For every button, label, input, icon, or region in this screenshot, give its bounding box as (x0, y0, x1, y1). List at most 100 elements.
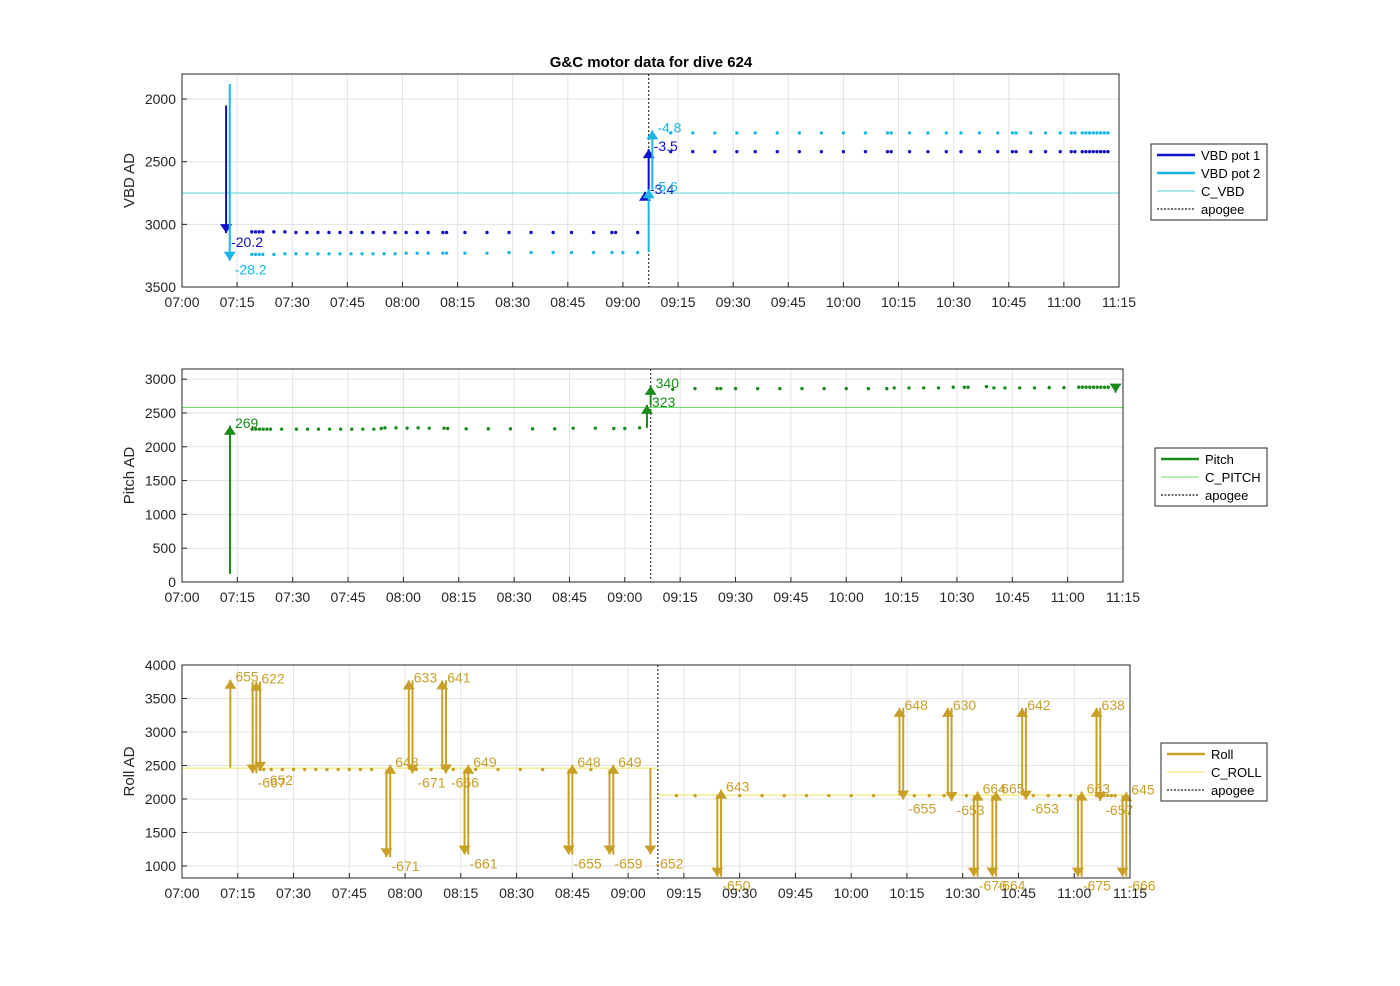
data-point (610, 230, 614, 235)
motor-move-label: 630 (953, 697, 977, 713)
panel-2: 269 323 340 07:00 07:15 07:30 07:45 08:00 08:15 0… (121, 368, 1268, 605)
data-point (1095, 149, 1099, 154)
motor-move-label: 648 (905, 697, 929, 713)
data-point (347, 767, 351, 772)
data-point (336, 767, 340, 772)
data-point (827, 793, 831, 798)
data-point (671, 387, 675, 391)
data-point (383, 426, 387, 430)
data-point (551, 250, 555, 255)
data-point (250, 230, 254, 234)
data-point (551, 230, 555, 235)
x-tick-label: 10:00 (834, 885, 869, 901)
data-point (508, 427, 513, 431)
x-tick-label: 09:15 (666, 885, 701, 901)
data-point (349, 230, 353, 235)
x-tick-label: 07:30 (275, 294, 310, 310)
motor-move-label: 643 (726, 779, 750, 795)
data-point (507, 230, 511, 235)
data-point (316, 427, 321, 431)
data-point (1102, 149, 1107, 154)
legend-label: VBD pot 2 (1201, 166, 1260, 181)
data-point (1087, 131, 1092, 135)
data-point (735, 131, 739, 135)
motor-move-arrowhead (462, 764, 475, 774)
data-point (1106, 149, 1110, 154)
x-tick-label: 08:15 (440, 294, 475, 310)
data-point (863, 131, 868, 135)
data-point (778, 386, 782, 391)
data-point (442, 426, 446, 430)
motor-move-arrowhead (406, 764, 419, 774)
data-point (1084, 149, 1088, 154)
data-point (797, 131, 802, 135)
x-tick-label: 07:00 (164, 589, 199, 605)
x-tick-label: 09:45 (778, 885, 813, 901)
x-tick-label: 08:15 (441, 589, 476, 605)
motor-move-arrowhead (971, 791, 984, 801)
data-point (755, 386, 760, 391)
data-point (257, 427, 262, 431)
data-point (444, 251, 449, 255)
y-tick-label: 2500 (145, 757, 176, 773)
data-point (936, 386, 941, 390)
x-tick-label: 08:00 (388, 885, 423, 901)
motor-move-label: 622 (261, 671, 285, 687)
data-point (1087, 149, 1092, 154)
data-point (473, 767, 478, 772)
x-tick-label: 11:00 (1047, 294, 1081, 310)
panel-1: -20.2 -3.4 -3.5 -28.2 -5.6 -4.8 07:00 07:15 07:3… (121, 73, 1268, 310)
data-point (464, 427, 468, 431)
data-point (782, 793, 786, 798)
data-point (253, 230, 258, 234)
data-point (463, 230, 467, 235)
motor-move-label: 269 (235, 415, 259, 431)
data-point (441, 251, 445, 255)
data-point (1043, 131, 1048, 135)
data-point (371, 230, 375, 235)
data-point (1098, 131, 1103, 135)
data-point (775, 131, 779, 135)
data-point (591, 250, 596, 255)
y-tick-label: 1000 (145, 506, 176, 522)
data-point (405, 426, 409, 430)
x-tick-label: 07:15 (220, 294, 255, 310)
motor-move-label: -28.2 (235, 262, 267, 278)
legend-box (1150, 143, 1268, 221)
motor-move-label: -653 (957, 802, 985, 818)
data-point (1088, 385, 1092, 389)
x-tick-label: 09:15 (661, 294, 696, 310)
data-point (1098, 149, 1103, 154)
x-tick-label: 07:00 (164, 885, 199, 901)
data-point (1032, 386, 1037, 390)
data-point (338, 252, 342, 256)
data-point (623, 426, 627, 431)
data-point (1099, 385, 1103, 389)
data-point (942, 793, 946, 798)
data-point (254, 427, 258, 431)
motor-move-arrowhead (223, 251, 236, 261)
data-point (885, 131, 890, 135)
data-point (338, 230, 342, 235)
data-point (415, 251, 419, 255)
legend-label: Roll (1211, 747, 1234, 762)
x-tick-label: 08:30 (499, 885, 534, 901)
data-point (907, 149, 912, 154)
data-point (1073, 149, 1077, 154)
motor-move-label: 655 (235, 669, 259, 685)
data-point (844, 386, 848, 391)
x-tick-label: 09:45 (771, 294, 806, 310)
data-point (361, 427, 365, 431)
data-point (325, 767, 329, 772)
data-point (268, 427, 273, 431)
x-tick-label: 07:15 (220, 885, 255, 901)
motor-move-arrowhead (224, 679, 237, 689)
data-point (279, 427, 284, 431)
data-point (1113, 793, 1117, 798)
data-point (393, 230, 397, 235)
y-tick-label: 1000 (145, 858, 176, 874)
data-point (305, 427, 310, 431)
data-point (265, 427, 269, 431)
data-point (1091, 149, 1095, 154)
data-point (1073, 131, 1077, 135)
